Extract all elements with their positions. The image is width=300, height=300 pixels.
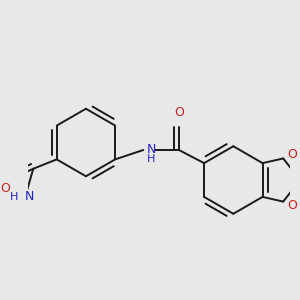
Text: O: O: [174, 106, 184, 119]
Text: H: H: [147, 154, 155, 164]
Text: H: H: [10, 192, 19, 202]
Text: N: N: [25, 190, 34, 203]
Text: N: N: [147, 142, 156, 156]
Text: O: O: [287, 148, 297, 161]
Text: O: O: [0, 182, 10, 195]
Text: O: O: [287, 199, 297, 212]
